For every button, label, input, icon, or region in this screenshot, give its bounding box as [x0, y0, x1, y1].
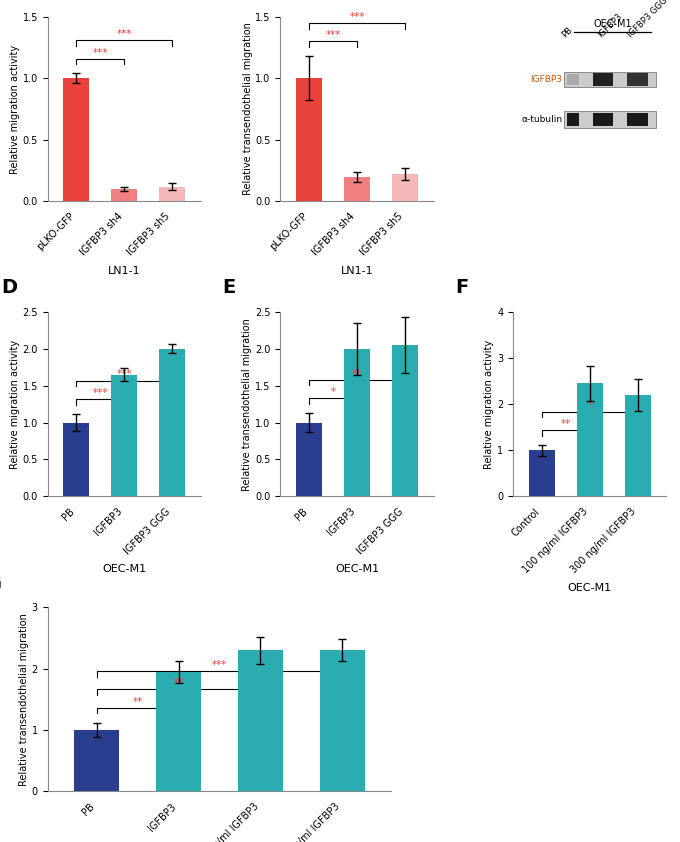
- Text: C: C: [495, 0, 509, 3]
- Text: E: E: [222, 279, 235, 297]
- Text: F: F: [455, 279, 469, 297]
- Y-axis label: Relative migration activity: Relative migration activity: [484, 339, 494, 469]
- Text: *: *: [588, 401, 592, 410]
- Text: PB: PB: [560, 24, 575, 39]
- Bar: [577, 383, 603, 497]
- Text: IGFBP3: IGFBP3: [596, 11, 624, 39]
- X-axis label: LN1-1: LN1-1: [108, 266, 141, 275]
- X-axis label: OEC-M1: OEC-M1: [102, 564, 146, 574]
- Bar: [626, 73, 648, 86]
- Text: *: *: [330, 387, 336, 397]
- Bar: [296, 423, 322, 497]
- Text: IGFBP3 GGG: IGFBP3 GGG: [626, 0, 670, 39]
- Text: A: A: [1, 0, 17, 3]
- Bar: [238, 650, 283, 791]
- Text: α-tubulin: α-tubulin: [521, 115, 562, 124]
- X-axis label: LN1-1: LN1-1: [341, 266, 373, 275]
- Text: **: **: [173, 679, 184, 688]
- Text: ***: ***: [211, 660, 227, 670]
- Bar: [529, 450, 555, 497]
- Text: **: **: [352, 369, 362, 379]
- Y-axis label: Relative migration activity: Relative migration activity: [10, 339, 20, 469]
- Bar: [593, 73, 613, 86]
- Text: ***: ***: [92, 388, 108, 398]
- Bar: [624, 395, 651, 497]
- Bar: [593, 113, 613, 125]
- Text: G: G: [0, 573, 2, 593]
- Bar: [63, 423, 90, 497]
- Text: **: **: [561, 418, 571, 429]
- Text: B: B: [222, 0, 237, 3]
- Text: D: D: [1, 279, 18, 297]
- Text: ***: ***: [325, 30, 341, 40]
- Text: ***: ***: [350, 12, 364, 22]
- Y-axis label: Relative transendothelial migration: Relative transendothelial migration: [242, 317, 252, 491]
- Bar: [296, 78, 322, 201]
- Bar: [111, 375, 137, 497]
- Bar: [159, 349, 185, 497]
- Bar: [564, 72, 656, 87]
- X-axis label: OEC-M1: OEC-M1: [335, 564, 379, 574]
- Text: ***: ***: [92, 47, 108, 57]
- Bar: [392, 174, 418, 201]
- Bar: [63, 78, 90, 201]
- Text: **: **: [133, 697, 143, 706]
- Y-axis label: Relative transendothelial migration: Relative transendothelial migration: [19, 613, 29, 786]
- Bar: [567, 74, 579, 85]
- Bar: [156, 672, 201, 791]
- Bar: [344, 349, 370, 497]
- Bar: [567, 113, 579, 125]
- Text: ***: ***: [116, 370, 132, 380]
- Text: OEC-M1: OEC-M1: [594, 19, 632, 29]
- Bar: [320, 650, 364, 791]
- X-axis label: OEC-M1: OEC-M1: [568, 584, 612, 594]
- Bar: [344, 177, 370, 201]
- Text: ***: ***: [116, 29, 132, 39]
- Bar: [111, 189, 137, 201]
- Bar: [392, 345, 418, 497]
- Y-axis label: Relative migration activity: Relative migration activity: [10, 45, 20, 173]
- Bar: [159, 187, 185, 201]
- Bar: [74, 730, 119, 791]
- Text: IGFBP3: IGFBP3: [530, 75, 562, 84]
- Bar: [564, 111, 656, 127]
- Y-axis label: Relative transendothelial migration: Relative transendothelial migration: [243, 23, 252, 195]
- Bar: [626, 113, 648, 125]
